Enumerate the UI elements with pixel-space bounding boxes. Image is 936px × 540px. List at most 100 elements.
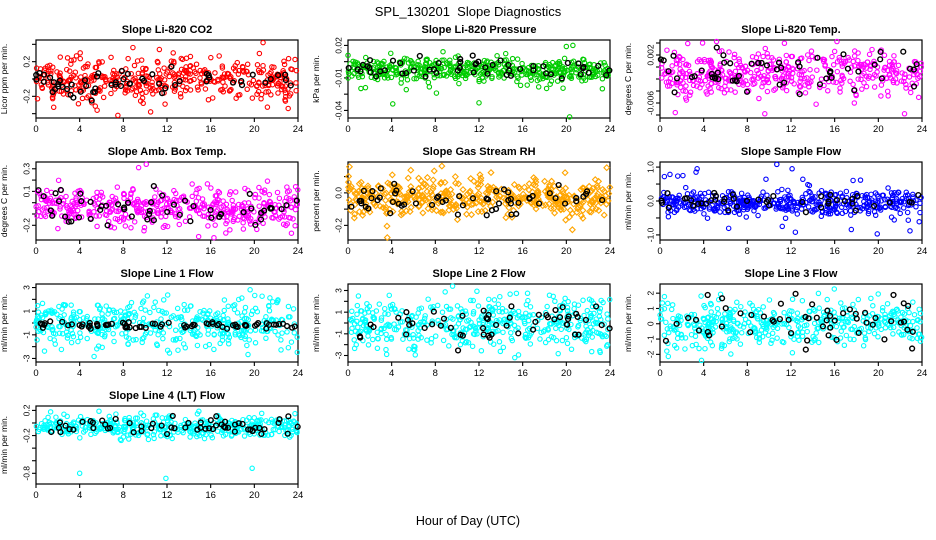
x-tick-label: 4 (77, 246, 82, 257)
y-tick-label: -3 (22, 354, 32, 362)
y-axis-label: ml/min per min. (311, 294, 321, 352)
subplot-title: Slope Line 1 Flow (121, 268, 214, 280)
x-tick-label: 20 (249, 124, 260, 135)
subplot-title: Slope Amb. Box Temp. (108, 146, 227, 158)
x-tick-label: 24 (605, 246, 616, 257)
x-tick-label: 20 (249, 490, 260, 501)
flagged-points (662, 290, 916, 353)
x-axis: 0 4 8 12 16 20 24 (345, 240, 615, 257)
x-tick-label: 0 (657, 368, 662, 379)
flagged-points (356, 303, 613, 354)
x-tick-label: 0 (33, 124, 38, 135)
flagged-points (345, 52, 613, 82)
y-tick-label: -0.01 (334, 68, 344, 88)
x-tick-label: 24 (917, 368, 928, 379)
y-tick-label: -0.2 (22, 89, 32, 104)
scatter-canvas: Slope Sample Flow ml/min per min. 0 4 8 12 16 2… (623, 146, 927, 257)
x-tick-label: 8 (121, 490, 126, 501)
x-tick-label: 0 (345, 124, 350, 135)
y-axis: 2 1 0 -1 -2 (646, 291, 660, 358)
y-tick-label: 3 (22, 285, 32, 290)
y-axis: 1.0 0.0 -1.0 (646, 161, 660, 242)
x-axis: 0 4 8 12 16 20 24 (33, 484, 303, 501)
scatter-canvas: Slope Line 2 Flow ml/min per min. 0 4 8 12 16 2… (311, 268, 616, 379)
x-tick-label: 16 (517, 124, 528, 135)
x-tick-label: 8 (745, 124, 750, 135)
y-axis-label: ml/min per min. (623, 294, 633, 352)
x-tick-label: 0 (657, 124, 662, 135)
y-axis-label: ml/min per min. (623, 172, 633, 230)
y-axis: 0.0 -0.2 (334, 176, 348, 233)
x-tick-label: 0 (345, 368, 350, 379)
x-tick-label: 8 (433, 124, 438, 135)
x-tick-label: 20 (561, 246, 572, 257)
x-tick-label: 0 (33, 246, 38, 257)
scatter-canvas: Slope Gas Stream RH percent per min. 0 4 8 12… (311, 146, 615, 257)
x-tick-label: 12 (474, 368, 485, 379)
x-tick-label: 4 (701, 124, 706, 135)
y-tick-label: 0.02 (334, 37, 344, 54)
y-tick-label: 0.2 (22, 55, 32, 67)
y-tick-label: 2 (646, 291, 656, 296)
figure-xlabel: Hour of Day (UTC) (415, 514, 521, 528)
x-tick-label: 16 (829, 124, 840, 135)
x-tick-label: 12 (474, 124, 485, 135)
samples-points (345, 42, 612, 120)
samples-points (348, 283, 613, 361)
x-axis: 0 4 8 12 16 20 24 (33, 240, 303, 257)
y-tick-label: 0.0 (646, 195, 656, 207)
figure-title: SPL_130201 Slope Diagnostics (374, 4, 562, 19)
y-axis-label: kPa per min. (311, 55, 321, 103)
x-tick-label: 16 (205, 490, 216, 501)
y-tick-label: -2 (646, 350, 656, 358)
flagged-points (658, 189, 922, 216)
x-tick-label: 4 (701, 368, 706, 379)
y-axis: 0.3 0.1 -0.2 (22, 163, 36, 233)
subplot-slope-li820-temp: Slope Li-820 Temp. degrees C per min. 0 4 8 1… (623, 22, 936, 144)
y-tick-label: 1 (22, 309, 32, 314)
subplot-slope-li820-co2: Slope Li-820 CO2 Licor ppm per min. 0 4 8 12 1… (0, 22, 312, 144)
x-tick-label: 24 (293, 246, 304, 257)
subplot-title: Slope Line 3 Flow (745, 268, 838, 280)
y-tick-label: 1.0 (646, 161, 656, 173)
subplot-slope-amb-box-temp: Slope Amb. Box Temp. degrees C per min. 0 4… (0, 144, 312, 266)
samples-points (33, 408, 300, 482)
flagged-points (35, 182, 300, 229)
x-tick-label: 12 (786, 246, 797, 257)
x-tick-label: 16 (205, 246, 216, 257)
subplot-title: Slope Li-820 Temp. (741, 24, 840, 36)
x-tick-label: 0 (33, 490, 38, 501)
x-tick-label: 4 (77, 490, 82, 501)
x-tick-label: 0 (345, 246, 350, 257)
x-axis: 0 4 8 12 16 20 24 (657, 118, 927, 135)
x-axis: 0 4 8 12 16 20 24 (33, 362, 303, 379)
y-tick-label: 0.1 (22, 185, 32, 197)
x-tick-label: 24 (605, 124, 616, 135)
subplot-slope-line4-lt-flow: Slope Line 4 (LT) Flow ml/min per min. 0 4 8… (0, 388, 312, 510)
scatter-canvas: Slope Line 4 (LT) Flow ml/min per min. 0 4 8… (0, 390, 303, 501)
subplot-title: Slope Gas Stream RH (422, 146, 535, 158)
flagged-points (48, 412, 301, 438)
y-tick-label: 0.0 (334, 187, 344, 199)
scatter-canvas: Slope Li-820 Pressure kPa per min. 0 4 8 12 16… (311, 24, 616, 135)
x-tick-label: 20 (873, 124, 884, 135)
flagged-points (348, 180, 606, 219)
x-tick-label: 4 (389, 368, 394, 379)
flagged-points (37, 318, 298, 332)
y-tick-label: 1 (334, 310, 344, 315)
subplot-title: Slope Line 2 Flow (433, 268, 526, 280)
x-tick-label: 24 (605, 368, 616, 379)
x-tick-label: 0 (33, 368, 38, 379)
x-tick-label: 12 (162, 246, 173, 257)
x-tick-label: 20 (249, 246, 260, 257)
x-tick-label: 8 (433, 368, 438, 379)
y-axis-label: ml/min per min. (0, 294, 9, 352)
y-tick-label: 0.002 (646, 44, 656, 66)
subplot-slope-line1-flow: Slope Line 1 Flow ml/min per min. 0 4 8 12 16 2… (0, 266, 312, 388)
y-tick-label: -1 (334, 330, 344, 338)
y-axis-label: Licor ppm per min. (0, 44, 9, 114)
x-tick-label: 20 (561, 368, 572, 379)
x-tick-label: 16 (829, 368, 840, 379)
